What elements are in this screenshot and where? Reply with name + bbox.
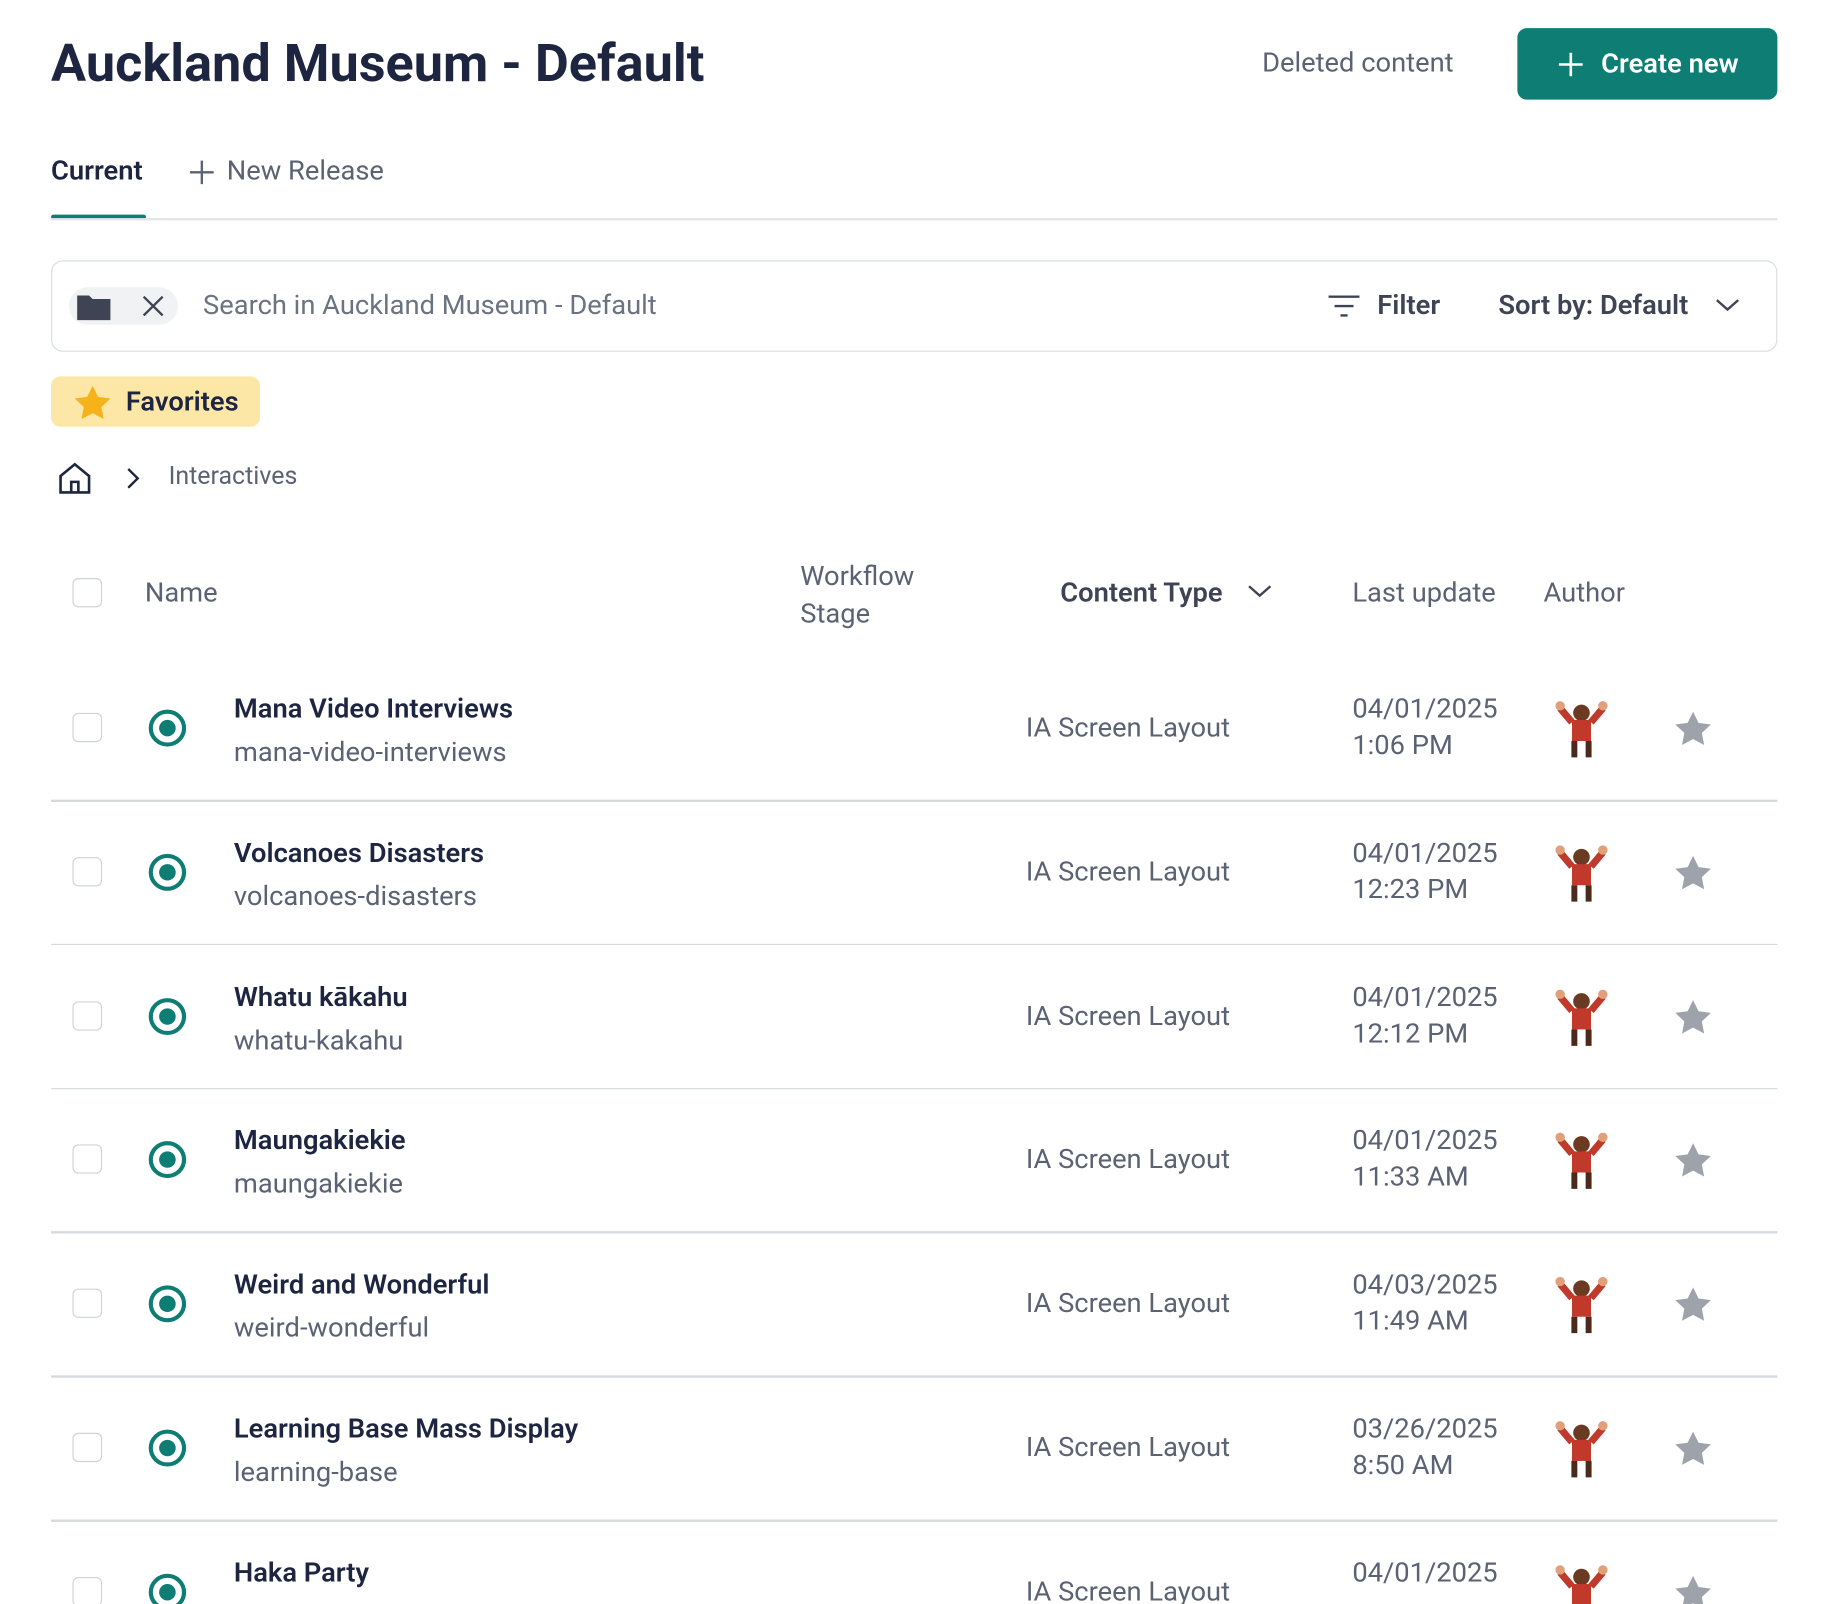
- update-time: 1:06 PM: [1352, 729, 1453, 761]
- row-checkbox[interactable]: [72, 1432, 103, 1463]
- item-slug: weird-wonderful: [233, 1312, 430, 1344]
- row-divider: [51, 799, 1778, 802]
- favorite-star[interactable]: [1674, 1142, 1712, 1177]
- update-date: 03/26/2025: [1352, 1412, 1498, 1445]
- page-title: Auckland Museum - Default: [51, 32, 705, 94]
- author-avatar: [1555, 845, 1608, 902]
- row-checkbox[interactable]: [72, 856, 103, 887]
- item-name[interactable]: Learning Base Mass Display: [233, 1412, 579, 1445]
- favorites-label: Favorites: [125, 385, 239, 418]
- column-content-type[interactable]: Content Type: [1060, 576, 1223, 609]
- status-icon: [148, 1429, 187, 1467]
- content-type: IA Screen Layout: [1025, 999, 1231, 1032]
- item-name[interactable]: Maungakiekie: [233, 1124, 406, 1157]
- favorite-star[interactable]: [1674, 711, 1712, 746]
- row-checkbox[interactable]: [72, 1144, 103, 1175]
- status-icon: [148, 1141, 187, 1179]
- sort-dropdown[interactable]: Sort by: Default: [1498, 289, 1689, 322]
- row-checkbox[interactable]: [72, 1576, 103, 1604]
- update-date: 04/01/2025: [1352, 836, 1498, 869]
- plus-icon: [189, 160, 214, 185]
- create-new-button[interactable]: Create new: [1517, 28, 1778, 100]
- author-avatar: [1555, 1133, 1608, 1190]
- tab-current[interactable]: Current: [51, 154, 143, 187]
- breadcrumb-separator: [127, 468, 140, 489]
- column-name[interactable]: Name: [144, 576, 218, 609]
- update-date: 04/01/2025: [1352, 692, 1498, 725]
- item-name[interactable]: Weird and Wonderful: [233, 1268, 490, 1301]
- item-name[interactable]: Volcanoes Disasters: [233, 836, 485, 869]
- update-time: 11:33 AM: [1352, 1161, 1469, 1193]
- item-name[interactable]: Whatu kākahu: [233, 980, 408, 1013]
- update-time: 12:12 PM: [1352, 1017, 1469, 1049]
- item-slug: mana-video-interviews: [233, 736, 507, 768]
- column-workflow: Workflow Stage: [800, 560, 915, 630]
- tab-divider: [51, 218, 1778, 220]
- star-icon: [74, 385, 111, 420]
- folder-icon: [77, 295, 111, 321]
- home-icon[interactable]: [57, 461, 93, 496]
- filter-button[interactable]: Filter: [1377, 289, 1441, 322]
- item-name[interactable]: Haka Party: [233, 1556, 370, 1589]
- plus-icon: [1558, 52, 1583, 76]
- content-type: IA Screen Layout: [1025, 1287, 1231, 1320]
- row-divider: [51, 1231, 1778, 1234]
- tab-indicator: [51, 214, 147, 220]
- author-avatar: [1555, 1277, 1608, 1334]
- search-bar: [51, 260, 1778, 352]
- author-avatar: [1555, 989, 1608, 1046]
- update-date: 04/01/2025: [1352, 1124, 1498, 1157]
- author-avatar: [1555, 1421, 1608, 1478]
- update-date: 04/01/2025: [1352, 980, 1498, 1013]
- favorite-star[interactable]: [1674, 1574, 1712, 1604]
- item-name[interactable]: Mana Video Interviews: [233, 692, 514, 725]
- status-icon: [148, 1285, 187, 1323]
- author-avatar: [1555, 701, 1608, 758]
- chevron-down: [1248, 585, 1272, 598]
- item-slug: learning-base: [233, 1456, 398, 1488]
- create-new-label: Create new: [1601, 48, 1739, 80]
- row-divider: [51, 943, 1778, 946]
- column-author: Author: [1543, 576, 1626, 609]
- update-time: 11:49 AM: [1352, 1305, 1469, 1337]
- deleted-content-link[interactable]: Deleted content: [1262, 46, 1454, 79]
- favorite-star[interactable]: [1674, 855, 1712, 890]
- row-checkbox[interactable]: [72, 712, 103, 743]
- status-icon: [148, 997, 187, 1035]
- status-icon: [148, 853, 187, 891]
- row-divider: [51, 1087, 1778, 1090]
- favorite-star[interactable]: [1674, 1286, 1712, 1321]
- row-divider: [51, 1519, 1778, 1522]
- favorite-star[interactable]: [1674, 1430, 1712, 1465]
- item-slug: whatu-kakahu: [233, 1024, 404, 1056]
- author-avatar: [1555, 1565, 1608, 1604]
- breadcrumb-item[interactable]: Interactives: [168, 463, 298, 492]
- update-date: 04/01/2025: [1352, 1556, 1498, 1589]
- update-time: 8:50 AM: [1352, 1449, 1454, 1481]
- update-date: 04/03/2025: [1352, 1268, 1498, 1301]
- content-type: IA Screen Layout: [1025, 1575, 1231, 1604]
- status-icon: [148, 1573, 187, 1604]
- item-slug: maungakiekie: [233, 1168, 403, 1200]
- content-type: IA Screen Layout: [1025, 1143, 1231, 1176]
- row-checkbox[interactable]: [72, 1288, 103, 1319]
- status-icon: [148, 709, 187, 747]
- chevron-down: [1716, 299, 1739, 312]
- filter-icon: [1328, 295, 1360, 317]
- update-time: 12:23 PM: [1352, 873, 1469, 905]
- select-all-checkbox[interactable]: [72, 578, 103, 608]
- item-slug: volcanoes-disasters: [233, 880, 477, 912]
- content-type: IA Screen Layout: [1025, 1431, 1231, 1464]
- favorite-star[interactable]: [1674, 998, 1712, 1033]
- column-last-update[interactable]: Last update: [1352, 576, 1496, 609]
- row-divider: [51, 1375, 1778, 1378]
- content-type: IA Screen Layout: [1025, 711, 1231, 744]
- row-checkbox[interactable]: [72, 1000, 103, 1031]
- content-type: IA Screen Layout: [1025, 855, 1231, 888]
- clear-icon[interactable]: [141, 294, 165, 317]
- tab-new-release[interactable]: New Release: [226, 154, 384, 187]
- search-input[interactable]: Search in Auckland Museum - Default: [203, 289, 657, 322]
